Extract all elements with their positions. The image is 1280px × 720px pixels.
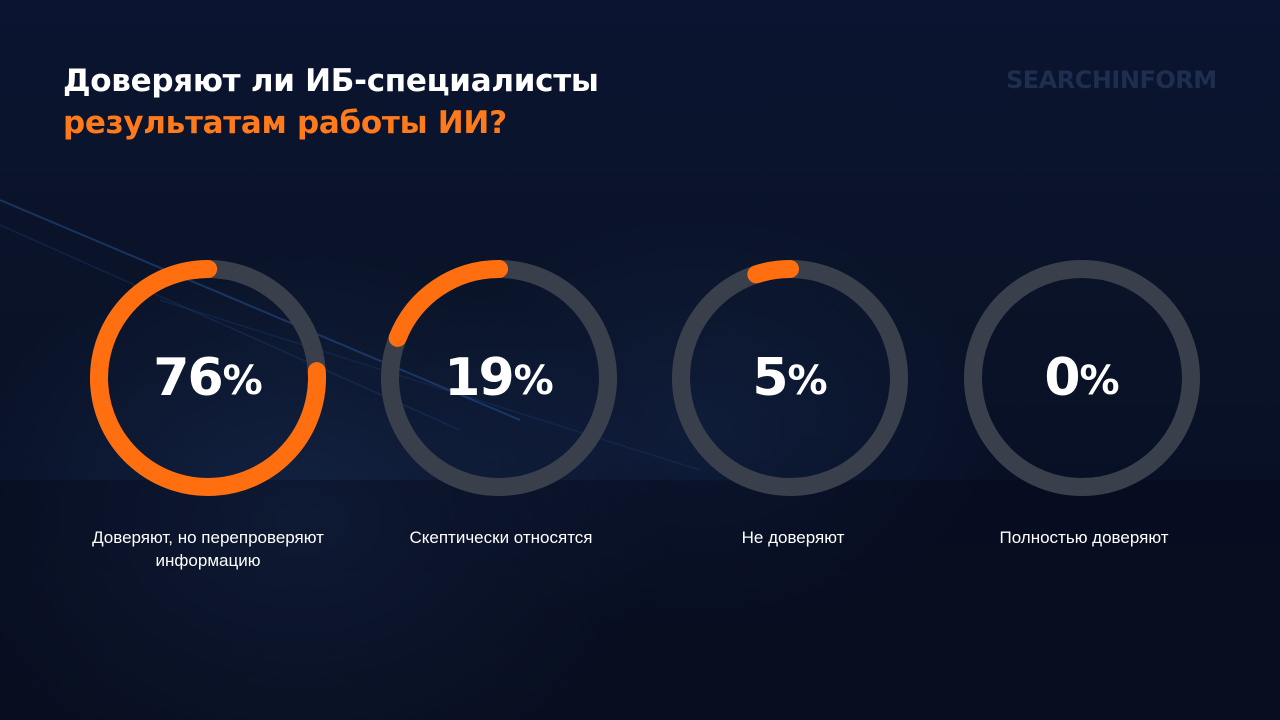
ring-value-arc [90,260,326,496]
gauge-2: 19% [379,258,619,498]
percent-sign: % [513,358,554,404]
percentage-value: 5% [670,258,910,498]
percentage-number: 76 [153,348,223,408]
percentage-value: 19% [379,258,619,498]
title-line-2: результатам работы ИИ? [63,105,507,141]
gauge-4-caption: Полностью доверяют [999,528,1169,547]
gauge-1: 76% [88,258,328,498]
ring-value-arc [672,260,908,497]
percent-sign: % [1079,358,1120,404]
ring-chart [90,260,326,496]
ring-track [964,260,1200,496]
ring-chart [381,260,617,497]
percentage-value: 0% [962,258,1202,498]
brand-logo: SEARCHINFORM [1006,66,1217,94]
percentage-value: 76% [88,258,328,498]
page-title: Доверяют ли ИБ-специалисты результатам р… [63,60,599,144]
gauge-2-caption: Скептически относятся [409,528,593,547]
ring-value-arc [381,260,617,497]
ring-chart [964,260,1200,496]
ring-chart [672,260,908,497]
percent-sign: % [787,358,828,404]
percentage-number: 19 [444,348,514,408]
gauge-3-caption: Не доверяют [741,528,845,547]
gauge-3: 5% [670,258,910,498]
title-line-1: Доверяют ли ИБ-специалисты [63,63,599,99]
percentage-number: 5 [752,348,788,408]
gauge-4: 0% [962,258,1202,498]
gauge-1-caption: Доверяют, но перепроверяют информацию [92,528,324,570]
percent-sign: % [222,358,263,404]
percentage-number: 0 [1044,348,1080,408]
